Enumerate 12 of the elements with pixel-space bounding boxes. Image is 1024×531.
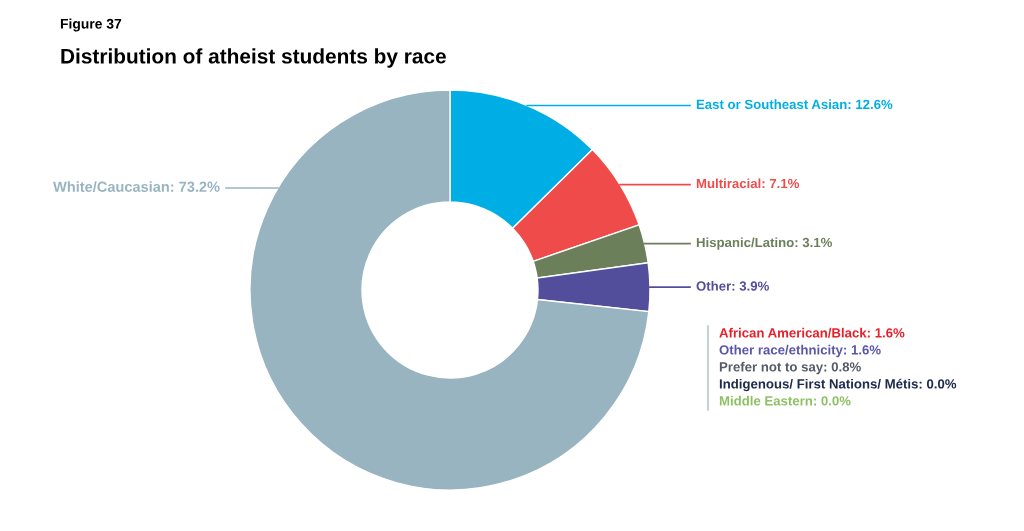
text: Indigenous/ First Nations/ Métis: 0.0% [719, 378, 957, 392]
slice-label: White/Caucasian: 73.2% [53, 181, 220, 193]
text: Prefer not to say: 0.8% [719, 361, 861, 375]
slice-label: Multiracial: 7.1% [696, 178, 800, 189]
slice-label: East or Southeast Asian: 12.6% [696, 99, 893, 110]
text: African American/Black: 1.6% [719, 327, 905, 338]
text: Other race/ethnicity: 1.6% [719, 344, 881, 358]
text: Middle Eastern: 0.0% [719, 395, 851, 406]
chart-title: Distribution of atheist students by race [61, 48, 446, 68]
chart-subtitle: Figure 37 [60, 18, 122, 32]
slice-label: Hispanic/Latino: 3.1% [696, 237, 833, 250]
slice-label: Other: 3.9% [696, 281, 769, 291]
